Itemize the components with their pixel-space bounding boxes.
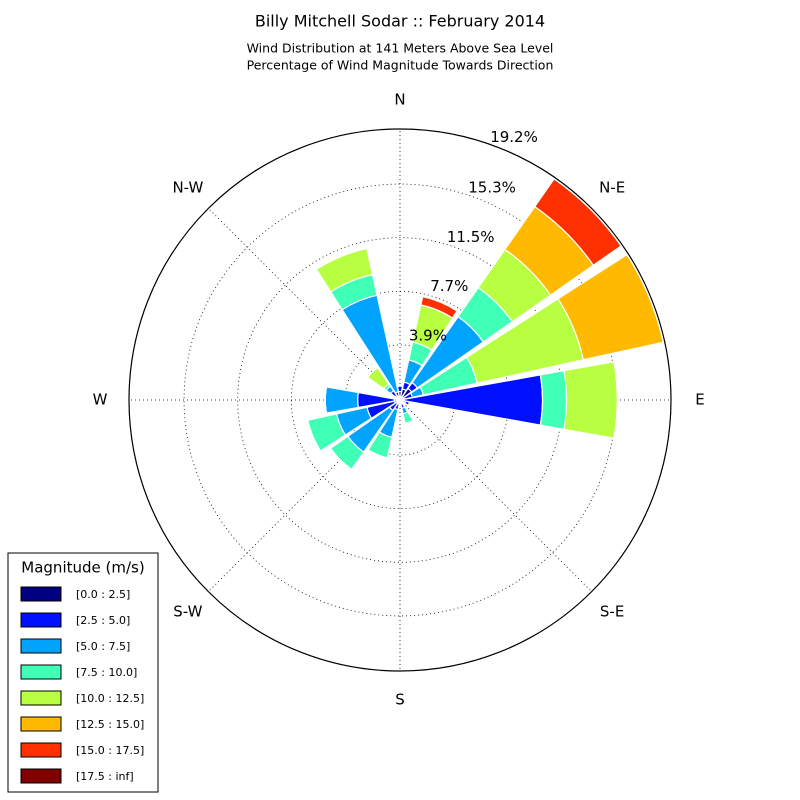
legend-swatch bbox=[20, 612, 62, 628]
wind-segment bbox=[422, 296, 458, 312]
legend-label: [15.0 : 17.5] bbox=[76, 744, 144, 757]
legend-swatch bbox=[20, 742, 62, 758]
direction-label: S-E bbox=[600, 603, 624, 621]
direction-label: E bbox=[695, 391, 704, 409]
plot-area: N N-E E S-E S S-W W N-W 3.9% 7.7% 11.5% 15.3% 19.2% bbox=[93, 91, 705, 709]
legend-swatch bbox=[20, 690, 62, 706]
direction-label: N-E bbox=[599, 178, 625, 196]
legend-label: [2.5 : 5.0] bbox=[76, 614, 130, 627]
legend-label: [0.0 : 2.5] bbox=[76, 588, 130, 601]
legend-swatch bbox=[20, 716, 62, 732]
r-tick-label: 11.5% bbox=[447, 228, 495, 246]
direction-label: S-W bbox=[173, 603, 202, 621]
legend-swatch bbox=[20, 638, 62, 654]
legend-label: [10.0 : 12.5] bbox=[76, 692, 144, 705]
wind-segment bbox=[539, 370, 568, 430]
direction-label: N bbox=[394, 91, 405, 109]
outer-circle bbox=[128, 128, 672, 672]
legend-label: [17.5 : inf] bbox=[76, 770, 134, 783]
chart-subtitle: Percentage of Wind Magnitude Towards Dir… bbox=[247, 58, 554, 73]
legend-swatch bbox=[20, 664, 62, 680]
direction-label: W bbox=[93, 391, 108, 409]
legend-label: [7.5 : 10.0] bbox=[76, 666, 137, 679]
wind-segment bbox=[315, 247, 367, 270]
wind-segment bbox=[307, 420, 321, 452]
legend-swatch bbox=[20, 586, 62, 602]
direction-label: N-W bbox=[172, 178, 203, 196]
legend-label: [5.0 : 7.5] bbox=[76, 640, 130, 653]
wind-segment bbox=[367, 367, 378, 378]
wind-segment bbox=[563, 361, 618, 439]
legend-title: Magnitude (m/s) bbox=[21, 559, 144, 577]
r-tick-label: 7.7% bbox=[430, 277, 468, 295]
chart-subtitle: Wind Distribution at 141 Meters Above Se… bbox=[247, 41, 554, 56]
legend: Magnitude (m/s) [0.0 : 2.5] [2.5 : 5.0] [5… bbox=[7, 552, 159, 793]
legend-label: [12.5 : 15.0] bbox=[76, 718, 144, 731]
r-tick-label: 15.3% bbox=[468, 179, 516, 197]
legend-swatch bbox=[20, 768, 62, 784]
direction-label: S bbox=[395, 691, 405, 709]
wind-segment bbox=[324, 386, 360, 414]
r-tick-label: 3.9% bbox=[409, 326, 447, 344]
chart-title: Billy Mitchell Sodar :: February 2014 bbox=[255, 12, 545, 31]
r-tick-label: 19.2% bbox=[490, 128, 538, 146]
